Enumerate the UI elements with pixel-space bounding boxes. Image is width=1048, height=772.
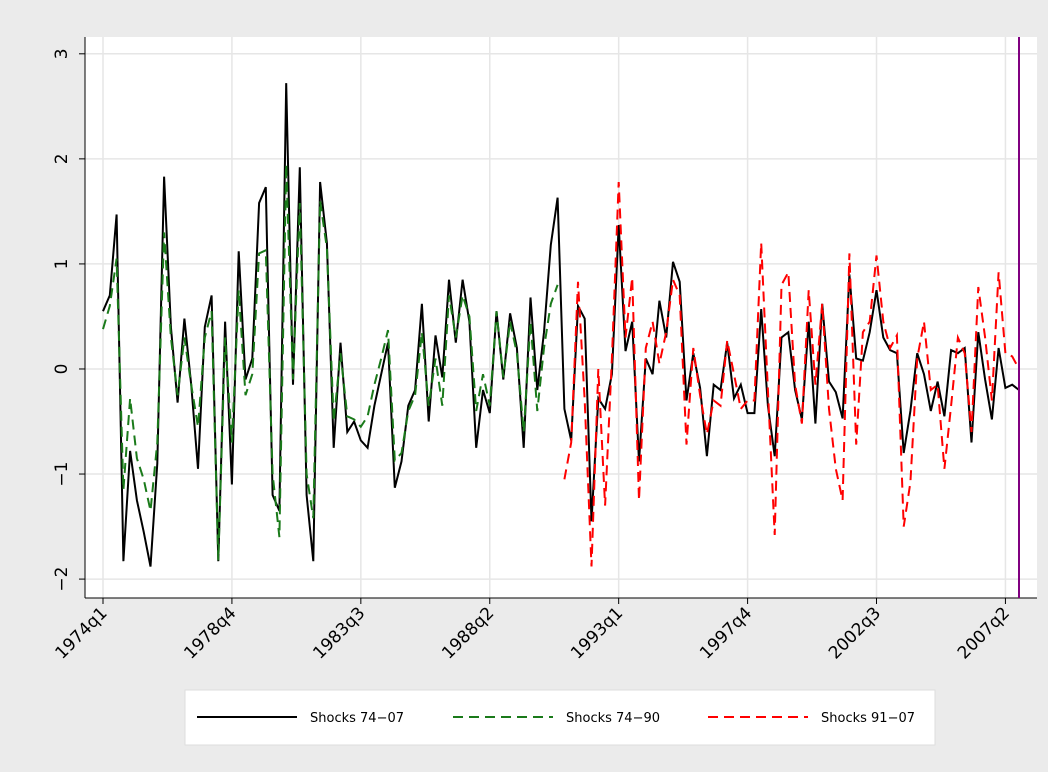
series-line	[102, 164, 559, 561]
legend-label: Shocks 74−90	[566, 711, 660, 726]
legend	[184, 689, 936, 746]
y-tick-label: −1	[52, 462, 72, 487]
legend-label: Shocks 91−07	[821, 711, 915, 726]
y-tick-label: 3	[52, 48, 72, 59]
series-line	[563, 181, 1020, 567]
legend-label: Shocks 74−07	[310, 711, 404, 726]
series-line	[102, 83, 1020, 567]
y-tick-label: −2	[52, 567, 72, 592]
y-tick-label: 0	[52, 364, 72, 375]
y-tick-label: 1	[52, 259, 72, 270]
legend-entries: Shocks 74−07 Shocks 74−90 Shocks 91−07	[197, 711, 915, 726]
y-tick-label: 2	[52, 153, 72, 164]
